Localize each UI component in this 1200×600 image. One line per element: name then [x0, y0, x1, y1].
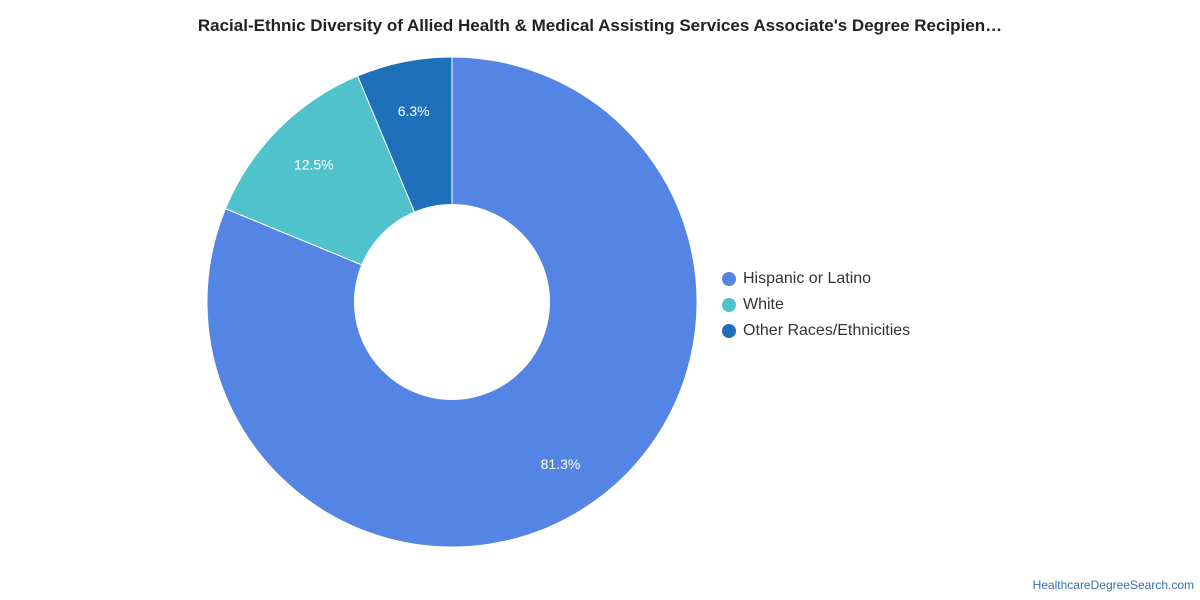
legend: Hispanic or Latino White Other Races/Ethni… — [722, 266, 910, 344]
source-link[interactable]: HealthcareDegreeSearch.com — [1032, 578, 1194, 592]
legend-item[interactable]: White — [722, 292, 910, 318]
legend-swatch — [722, 298, 736, 312]
slice-value-label: 81.3% — [541, 456, 581, 472]
legend-item[interactable]: Hispanic or Latino — [722, 266, 910, 292]
donut-hole — [354, 204, 550, 400]
legend-swatch — [722, 324, 736, 338]
legend-item[interactable]: Other Races/Ethnicities — [722, 318, 910, 344]
slice-value-label: 6.3% — [398, 103, 430, 119]
legend-swatch — [722, 272, 736, 286]
chart-title: Racial-Ethnic Diversity of Allied Health… — [197, 16, 1003, 35]
slice-value-label: 12.5% — [294, 156, 334, 172]
legend-label: Hispanic or Latino — [743, 270, 872, 287]
slice-labels: 81.3% 12.5% 6.3% — [294, 103, 580, 472]
legend-label: Other Races/Ethnicities — [743, 322, 911, 339]
legend-label: White — [743, 296, 784, 313]
